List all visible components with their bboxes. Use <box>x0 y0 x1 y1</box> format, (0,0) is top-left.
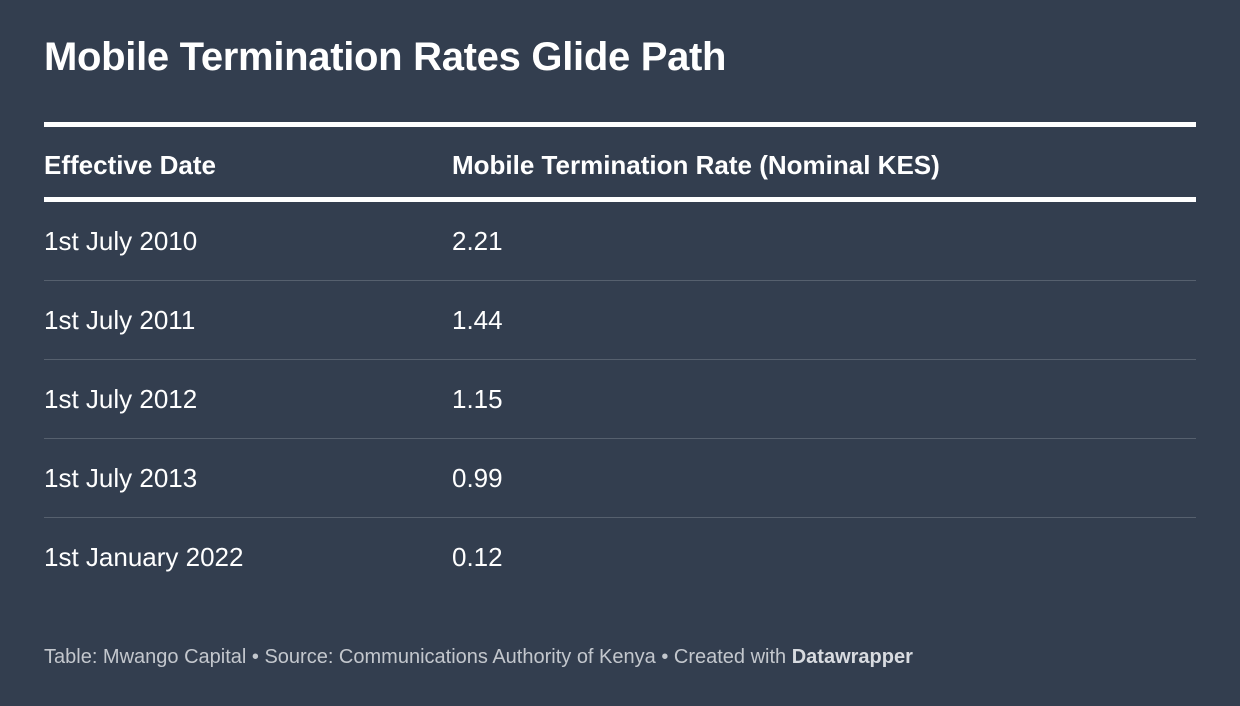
table-row: 1st July 2010 2.21 <box>44 202 1196 281</box>
column-header-effective-date: Effective Date <box>44 150 216 180</box>
cell-rate: 0.12 <box>452 542 503 572</box>
cell-rate: 1.15 <box>452 384 503 414</box>
cell-effective-date: 1st July 2011 <box>44 305 196 335</box>
chart-footer: Table: Mwango Capital • Source: Communic… <box>44 645 913 669</box>
cell-rate: 1.44 <box>452 305 503 335</box>
cell-rate: 0.99 <box>452 463 503 493</box>
chart-title: Mobile Termination Rates Glide Path <box>44 35 727 79</box>
cell-effective-date: 1st July 2010 <box>44 226 198 256</box>
table-header: Effective Date Mobile Termination Rate (… <box>44 127 1196 202</box>
column-header-rate: Mobile Termination Rate (Nominal KES) <box>452 150 940 180</box>
table-row: 1st July 2011 1.44 <box>44 281 1196 360</box>
datawrapper-link[interactable]: Datawrapper <box>791 646 913 668</box>
cell-effective-date: 1st July 2012 <box>44 384 198 414</box>
table-row: 1st January 2022 0.12 <box>44 518 1196 596</box>
data-table: Effective Date Mobile Termination Rate (… <box>44 122 1196 596</box>
cell-rate: 2.21 <box>452 226 503 256</box>
cell-effective-date: 1st July 2013 <box>44 463 198 493</box>
table-row: 1st July 2012 1.15 <box>44 360 1196 439</box>
table-row: 1st July 2013 0.99 <box>44 439 1196 518</box>
cell-effective-date: 1st January 2022 <box>44 542 244 572</box>
footer-credits: Table: Mwango Capital • Source: Communic… <box>44 646 792 668</box>
